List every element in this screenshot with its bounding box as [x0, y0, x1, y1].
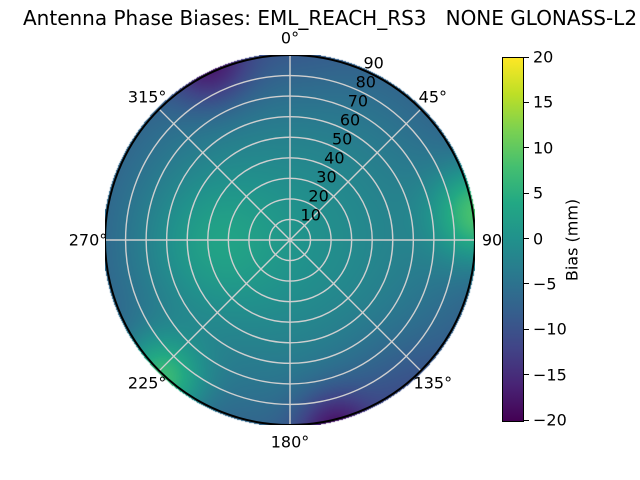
angle-gridline	[158, 239, 291, 372]
colorbar-tick-label: 20	[533, 47, 554, 67]
colorbar-gradient	[502, 57, 524, 422]
radial-tick-label: 40	[324, 148, 345, 168]
radial-tick-label: 70	[347, 91, 369, 111]
angle-tick-label: 45°	[418, 87, 448, 107]
colorbar-axis-label: Bias (mm)	[562, 198, 582, 282]
colorbar-tick	[523, 101, 529, 103]
colorbar-tick	[523, 419, 529, 421]
angle-tick-label: 270°	[68, 230, 108, 250]
angle-tick-label: 180°	[270, 432, 310, 452]
angle-tick-label: 315°	[127, 87, 167, 107]
colorbar-tick	[523, 374, 529, 376]
angle-tick-label: 135°	[413, 373, 453, 393]
colorbar-tick-label: 10	[533, 138, 554, 158]
angle-tick-label: 225°	[127, 373, 167, 393]
radial-tick-label: 50	[332, 129, 353, 149]
angle-gridline	[289, 108, 422, 241]
colorbar-tick	[523, 328, 529, 330]
chart-title: Antenna Phase Biases: EML_REACH_RS3 NONE…	[23, 6, 638, 30]
angle-gridline	[289, 239, 422, 372]
colorbar-tick	[523, 238, 529, 239]
colorbar-tick-label: 0	[533, 229, 544, 248]
polar-grid	[105, 55, 475, 425]
radial-tick-label: 20	[308, 186, 329, 206]
radial-tick-label: 90	[363, 53, 384, 73]
colorbar-tick-label: −5	[533, 274, 557, 294]
radial-tick-label: 10	[300, 205, 321, 225]
colorbar-tick-label: 15	[533, 92, 554, 112]
radial-tick-label: 60	[339, 110, 361, 130]
colorbar-tick-label: 5	[533, 183, 544, 203]
colorbar-tick-label: −15	[533, 365, 567, 385]
radial-tick-label: 30	[316, 167, 337, 187]
colorbar-tick	[523, 56, 529, 58]
colorbar-tick-label: −10	[533, 319, 567, 339]
angle-gridline	[158, 108, 291, 241]
colorbar-tick-label: −20	[533, 410, 567, 430]
colorbar-tick	[523, 147, 529, 149]
angle-tick-label: 90	[481, 230, 503, 250]
colorbar-tick	[523, 283, 529, 285]
radial-tick-label: 80	[355, 72, 376, 92]
colorbar-tick	[523, 192, 529, 194]
angle-tick-label: 0°	[280, 28, 300, 48]
